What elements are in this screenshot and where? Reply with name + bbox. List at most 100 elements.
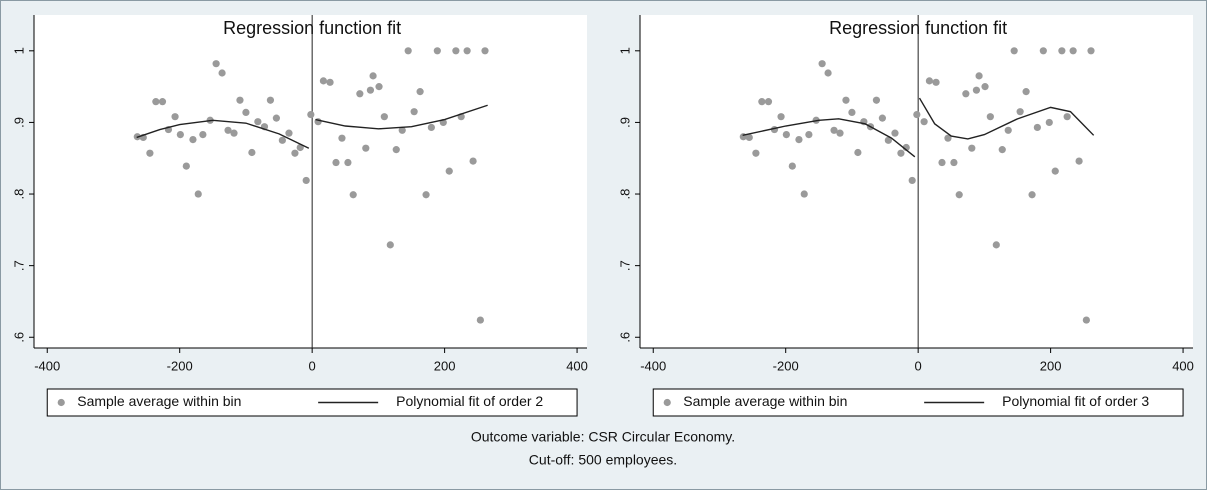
data-point xyxy=(422,191,430,199)
data-point xyxy=(369,72,377,80)
data-point xyxy=(908,176,916,185)
data-point xyxy=(818,60,826,68)
data-point xyxy=(1058,47,1066,55)
legend-label: Sample average within bin xyxy=(683,393,847,409)
y-tick-label: .9 xyxy=(617,117,632,128)
data-point xyxy=(891,129,899,137)
data-point xyxy=(404,47,412,55)
fit-line xyxy=(136,104,488,149)
x-tick-label: 400 xyxy=(1172,358,1194,373)
data-point xyxy=(366,86,375,94)
data-point xyxy=(463,47,471,55)
data-point xyxy=(955,191,963,199)
data-point xyxy=(398,126,406,134)
data-point xyxy=(932,78,940,86)
data-point xyxy=(830,126,838,134)
data-point xyxy=(182,162,190,170)
data-point xyxy=(332,158,340,167)
data-point xyxy=(158,98,167,106)
x-tick-label: 200 xyxy=(434,358,456,373)
data-point xyxy=(975,72,983,80)
data-point xyxy=(1075,157,1083,165)
plot-area xyxy=(34,15,587,348)
data-point xyxy=(291,149,299,157)
data-point xyxy=(356,90,364,98)
data-point xyxy=(854,148,862,157)
x-tick-label: 0 xyxy=(915,358,922,373)
x-tick-label: -400 xyxy=(34,358,60,373)
data-point xyxy=(950,158,958,167)
data-point xyxy=(764,98,773,106)
y-tick-label: .8 xyxy=(11,189,26,200)
fit-line xyxy=(742,97,1095,158)
data-point xyxy=(836,129,844,137)
data-point xyxy=(872,96,881,104)
data-point xyxy=(230,129,238,137)
data-point xyxy=(1022,88,1030,96)
data-point xyxy=(777,113,785,121)
data-point xyxy=(326,78,334,86)
data-point xyxy=(938,158,946,167)
data-point xyxy=(416,88,424,96)
data-point xyxy=(236,96,244,104)
x-tick-label: 0 xyxy=(309,358,316,373)
data-point xyxy=(375,83,383,91)
legend xyxy=(652,388,1184,417)
data-point xyxy=(842,96,850,104)
y-tick-label: .6 xyxy=(11,332,26,343)
data-point xyxy=(1069,47,1077,55)
data-point xyxy=(349,191,357,199)
data-point xyxy=(392,146,400,154)
data-point xyxy=(302,176,310,185)
data-point xyxy=(1010,47,1018,55)
data-point xyxy=(386,241,394,249)
data-point xyxy=(968,144,976,152)
data-point xyxy=(913,110,921,119)
data-point xyxy=(194,190,202,198)
data-point xyxy=(1028,191,1036,199)
data-point xyxy=(285,129,293,137)
data-point xyxy=(1063,113,1071,121)
legend-marker xyxy=(57,398,65,407)
data-point xyxy=(805,130,813,139)
data-point xyxy=(248,148,256,157)
data-point xyxy=(433,47,441,55)
data-point xyxy=(380,113,388,121)
data-point xyxy=(171,113,179,121)
data-point xyxy=(242,108,250,116)
data-point xyxy=(1045,118,1053,127)
data-point xyxy=(897,149,905,157)
data-point xyxy=(445,167,453,175)
data-point xyxy=(218,69,226,77)
data-point xyxy=(986,113,994,121)
data-point xyxy=(319,77,328,85)
data-point xyxy=(782,130,790,139)
data-point xyxy=(362,144,370,152)
data-point xyxy=(476,316,484,324)
legend-label: Polynomial fit of order 2 xyxy=(396,393,543,409)
data-point xyxy=(307,110,315,119)
data-point xyxy=(824,69,832,77)
data-point xyxy=(189,136,197,144)
x-tick-label: -400 xyxy=(640,358,666,373)
y-tick-label: .6 xyxy=(617,332,632,343)
legend xyxy=(46,388,578,417)
x-tick-label: -200 xyxy=(773,358,799,373)
y-tick-label: .9 xyxy=(11,117,26,128)
data-point xyxy=(427,123,435,132)
data-point xyxy=(1087,47,1095,55)
data-point xyxy=(469,157,477,165)
data-point xyxy=(481,47,489,55)
data-point xyxy=(884,136,892,144)
data-point xyxy=(344,158,352,167)
y-tick-label: 1 xyxy=(11,47,26,54)
data-point xyxy=(254,118,262,126)
legend-label: Sample average within bin xyxy=(77,393,241,409)
data-point xyxy=(981,83,989,91)
data-point xyxy=(944,134,952,142)
y-tick-label: .8 xyxy=(617,189,632,200)
data-point xyxy=(1039,47,1047,55)
caption: Cut-off: 500 employees. xyxy=(529,452,677,468)
data-point xyxy=(410,108,418,116)
